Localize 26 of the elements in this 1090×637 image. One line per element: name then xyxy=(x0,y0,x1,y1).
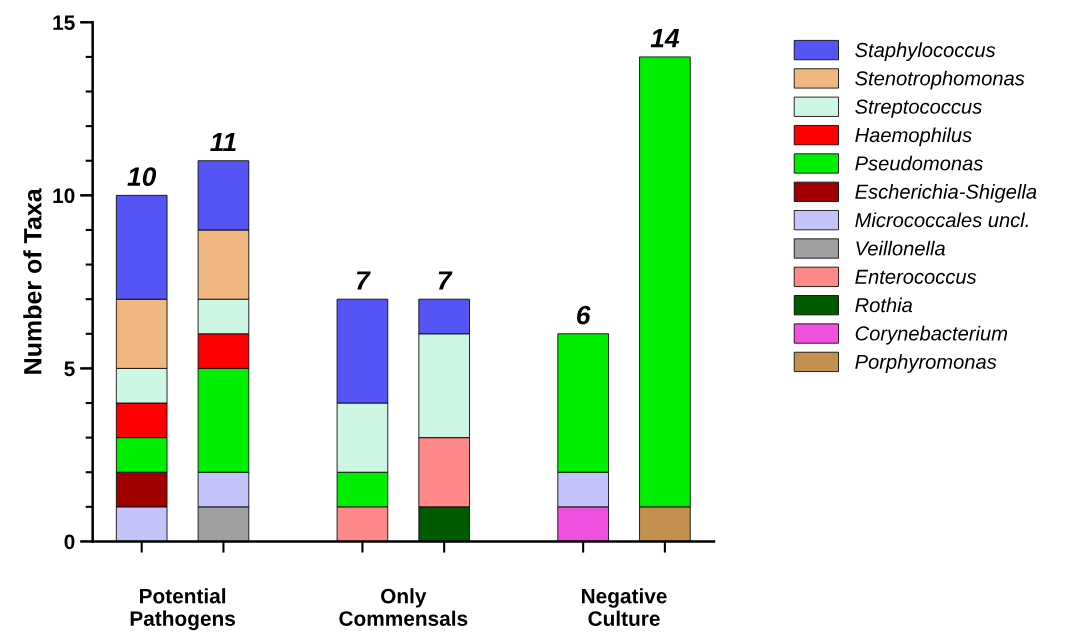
y-tick-label: 5 xyxy=(64,361,75,377)
y-tick-label: 10 xyxy=(53,188,75,204)
legend-label: Stenotrophomonas xyxy=(855,70,1025,90)
text: Only Commensals xyxy=(339,588,468,626)
legend-label: Rothia xyxy=(855,297,913,313)
y-axis-title: Number of Taxa xyxy=(23,188,42,374)
total-label: 11 xyxy=(210,132,236,152)
legend-label: Enterococcus xyxy=(855,269,977,284)
y-tick-label: 0 xyxy=(64,534,75,550)
total-label: 6 xyxy=(577,305,591,325)
legend-label: Porphyromonas xyxy=(855,354,997,373)
legend-label: Micrococcales uncl. xyxy=(855,212,1028,228)
total-label: 14 xyxy=(650,29,680,48)
total-label: 7 xyxy=(438,271,453,290)
legend-label: Pseudomonas xyxy=(855,155,983,171)
legend-label: Staphylococcus xyxy=(855,42,996,62)
text: Potential Pathogens xyxy=(130,588,235,631)
legend-label: Corynebacterium xyxy=(855,325,1008,345)
legend-label: Veillonella xyxy=(856,240,945,256)
legend-label: Streptococcus xyxy=(855,99,982,118)
total-label: 7 xyxy=(356,271,371,290)
total-label: 10 xyxy=(127,167,157,186)
legend-label: Haemophilus xyxy=(855,127,972,147)
legend-label: Escherichia-Shigella xyxy=(855,184,1037,203)
text: Negative Culture xyxy=(582,588,667,627)
y-tick-label: 15 xyxy=(53,15,75,31)
